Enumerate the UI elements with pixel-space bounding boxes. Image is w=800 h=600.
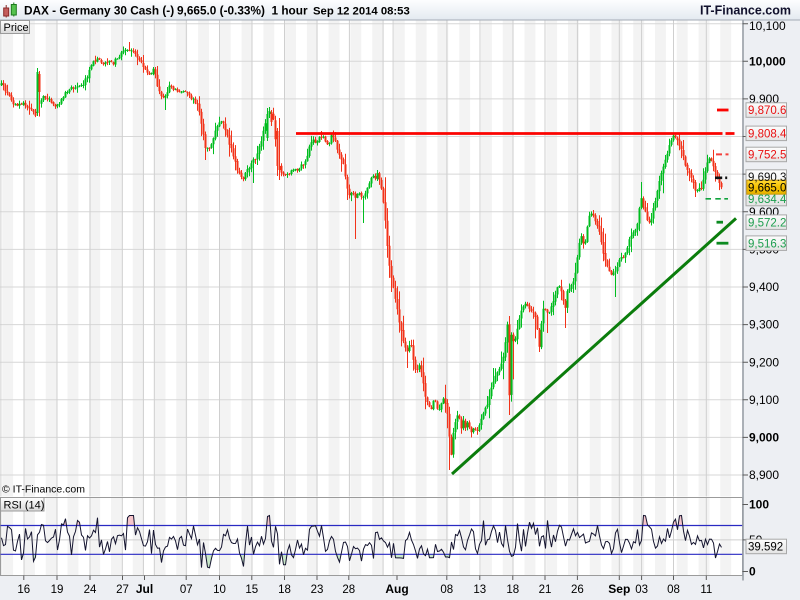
svg-text:Jul: Jul — [136, 582, 153, 596]
svg-text:03: 03 — [635, 584, 648, 596]
svg-text:9,100: 9,100 — [749, 393, 779, 407]
svg-text:9,665.0: 9,665.0 — [748, 182, 786, 194]
svg-text:13: 13 — [473, 584, 486, 596]
svg-text:0: 0 — [749, 565, 756, 579]
svg-text:15: 15 — [245, 584, 258, 596]
svg-text:Sep: Sep — [608, 582, 630, 596]
svg-text:9,572.2: 9,572.2 — [748, 217, 786, 229]
svg-text:1 hour: 1 hour — [272, 3, 308, 17]
svg-text:Sep 12 2014 08:53: Sep 12 2014 08:53 — [313, 5, 410, 17]
svg-text:9,000: 9,000 — [749, 431, 779, 445]
svg-text:23: 23 — [311, 584, 324, 596]
svg-text:DAX - Germany 30 Cash (-): DAX - Germany 30 Cash (-) — [24, 3, 174, 17]
svg-text:9,300: 9,300 — [749, 318, 779, 332]
svg-text:RSI (14): RSI (14) — [4, 500, 45, 512]
svg-text:Price: Price — [4, 22, 29, 34]
svg-text:07: 07 — [180, 584, 193, 596]
svg-text:10: 10 — [213, 584, 226, 596]
svg-text:9,634.4: 9,634.4 — [748, 194, 787, 206]
svg-text:9,752.5: 9,752.5 — [748, 150, 786, 162]
svg-text:100: 100 — [749, 498, 769, 512]
svg-text:Aug: Aug — [385, 582, 408, 596]
svg-text:9,690.3: 9,690.3 — [748, 172, 786, 184]
svg-text:8,900: 8,900 — [749, 468, 779, 482]
svg-text:08: 08 — [667, 584, 680, 596]
svg-text:© IT-Finance.com: © IT-Finance.com — [2, 484, 85, 496]
svg-text:9,200: 9,200 — [749, 355, 779, 369]
svg-text:19: 19 — [51, 584, 64, 596]
svg-text:18: 18 — [506, 584, 519, 596]
svg-text:9,516.3: 9,516.3 — [748, 238, 786, 250]
svg-text:39.592: 39.592 — [748, 542, 783, 554]
svg-text:18: 18 — [278, 584, 291, 596]
svg-text:08: 08 — [440, 584, 453, 596]
svg-text:26: 26 — [571, 584, 584, 596]
svg-text:21: 21 — [539, 584, 552, 596]
svg-text:10,100: 10,100 — [749, 19, 786, 33]
svg-text:IT-Finance.com: IT-Finance.com — [700, 3, 791, 17]
svg-text:9,808.4: 9,808.4 — [748, 129, 787, 141]
svg-text:9,400: 9,400 — [749, 280, 779, 294]
svg-text:28: 28 — [342, 584, 355, 596]
svg-text:9,870.6: 9,870.6 — [748, 105, 786, 117]
svg-text:24: 24 — [84, 584, 97, 596]
svg-text:16: 16 — [17, 584, 30, 596]
svg-text:11: 11 — [700, 584, 712, 596]
svg-text:9,665.0 (-0.33%): 9,665.0 (-0.33%) — [177, 3, 265, 17]
svg-text:27: 27 — [116, 584, 129, 596]
svg-text:10,000: 10,000 — [749, 55, 786, 69]
